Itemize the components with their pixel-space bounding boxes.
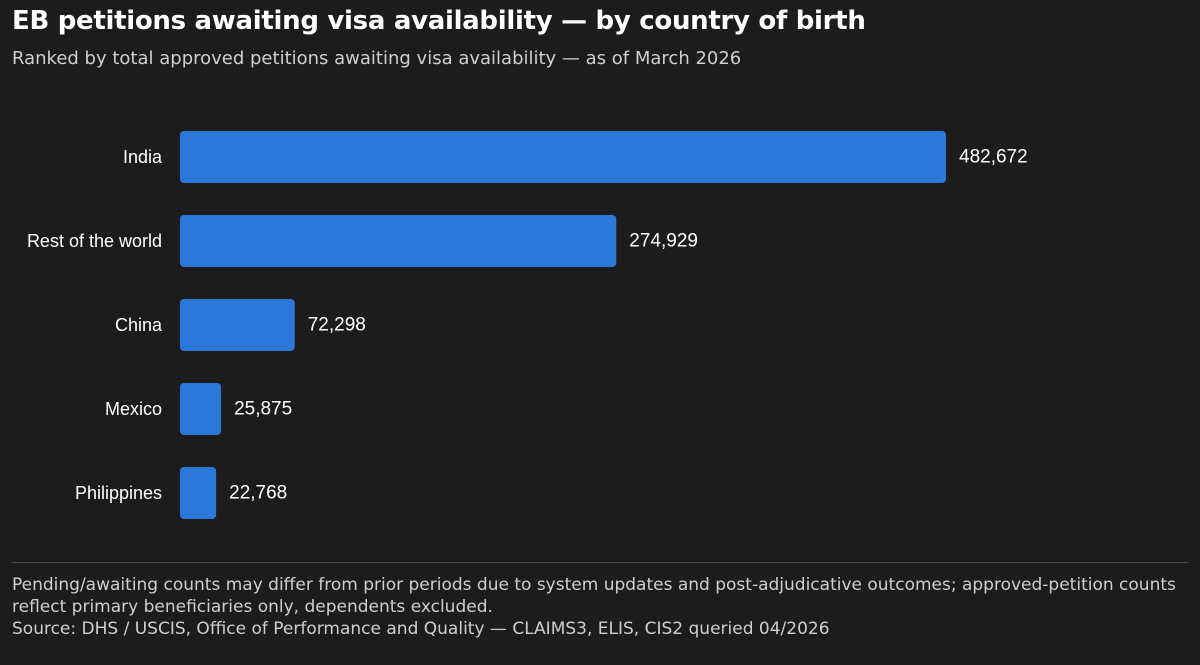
category-label: China bbox=[115, 315, 163, 335]
bar bbox=[180, 467, 217, 519]
footnote-note: Pending/awaiting counts may differ from … bbox=[12, 575, 1176, 617]
footnote: Pending/awaiting counts may differ from … bbox=[12, 574, 1192, 640]
value-label: 22,768 bbox=[229, 483, 287, 504]
category-label: Philippines bbox=[75, 483, 162, 503]
chart-title: EB petitions awaiting visa availability … bbox=[12, 6, 866, 36]
category-label: India bbox=[123, 147, 163, 167]
value-label: 72,298 bbox=[308, 315, 366, 336]
bar bbox=[180, 131, 946, 183]
footer-divider bbox=[12, 562, 1188, 563]
bar bbox=[180, 383, 222, 435]
value-label: 482,672 bbox=[959, 147, 1028, 168]
value-label: 25,875 bbox=[234, 399, 292, 420]
category-label: Rest of the world bbox=[27, 231, 162, 251]
value-label: 274,929 bbox=[629, 231, 698, 252]
chart-subtitle: Ranked by total approved petitions await… bbox=[12, 48, 742, 69]
bar-chart: India 482,672 Rest of the world 274,929 Chin… bbox=[27, 131, 1028, 519]
bar bbox=[180, 299, 295, 351]
category-label: Mexico bbox=[105, 399, 162, 419]
footnote-source: Source: DHS / USCIS, Office of Performan… bbox=[12, 619, 830, 639]
bar bbox=[180, 215, 617, 267]
